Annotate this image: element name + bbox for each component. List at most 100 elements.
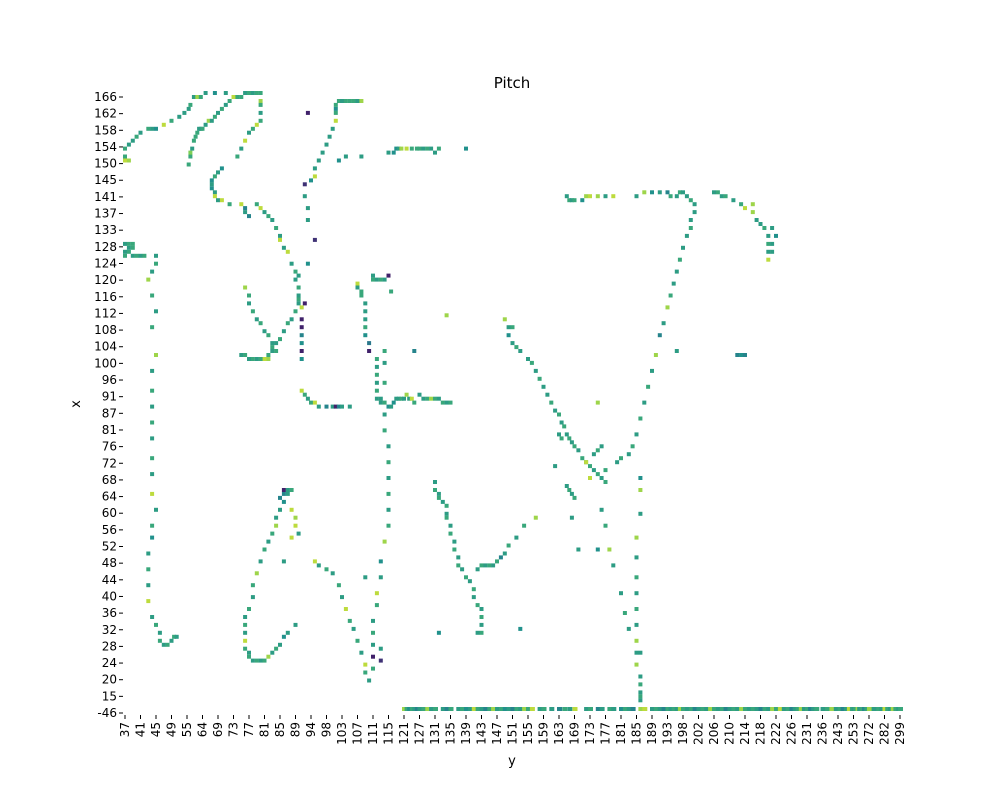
heatmap-cell: [688, 218, 693, 222]
heatmap-cell: [333, 118, 338, 123]
heatmap-cell: [588, 476, 592, 480]
heatmap-cell: [212, 91, 217, 95]
heatmap-cell: [243, 353, 248, 357]
heatmap-cell-baseline: [414, 707, 420, 711]
x-tick-label: 189: [645, 722, 659, 745]
heatmap-cell: [367, 349, 372, 353]
heatmap-cell: [312, 237, 317, 242]
heatmap-cell: [371, 666, 375, 671]
heatmap-cell: [665, 190, 670, 195]
y-tick-label: -46: [97, 706, 117, 720]
heatmap-cell-baseline: [619, 707, 624, 711]
heatmap-cell: [567, 436, 572, 441]
heatmap-cell: [254, 658, 259, 663]
heatmap-cell: [258, 118, 263, 123]
heatmap-cell: [572, 198, 577, 203]
heatmap-cell: [359, 99, 364, 103]
heatmap-cell: [378, 396, 383, 401]
heatmap-cell-baseline: [674, 707, 680, 711]
y-tick-label: 100: [94, 356, 117, 370]
heatmap-cell: [262, 357, 267, 361]
heatmap-cell: [382, 412, 387, 417]
heatmap-cell-baseline: [890, 707, 896, 711]
heatmap-cell: [425, 396, 430, 401]
heatmap-cell: [266, 333, 271, 338]
y-tick-label: 137: [94, 207, 117, 221]
heatmap-cell: [557, 432, 561, 437]
x-tick-label: 181: [614, 722, 628, 745]
heatmap-cell: [559, 436, 564, 441]
heatmap-cell: [239, 146, 244, 151]
y-tick-label: 166: [94, 90, 117, 104]
heatmap-cell: [433, 488, 437, 492]
heatmap-cell: [674, 349, 679, 353]
heatmap-cell: [766, 257, 771, 262]
heatmap-cell: [296, 531, 301, 536]
heatmap-cell: [146, 567, 151, 572]
x-tick-label: 41: [134, 722, 148, 737]
x-tick-label: 272: [862, 722, 876, 745]
heatmap-cell: [299, 357, 304, 361]
heatmap-cell: [436, 491, 441, 496]
heatmap-cell-baseline: [471, 707, 477, 711]
heatmap-cell: [386, 444, 391, 449]
heatmap-cell: [634, 622, 639, 627]
heatmap-cell: [386, 523, 391, 528]
y-tick-label: 32: [102, 623, 117, 637]
heatmap-cell: [250, 126, 255, 131]
heatmap-cell: [653, 353, 658, 357]
heatmap-cell: [448, 400, 453, 405]
heatmap-cell: [677, 257, 682, 262]
heatmap-cell-baseline: [537, 707, 543, 711]
heatmap-cell: [382, 380, 387, 385]
heatmap-cell: [299, 333, 304, 338]
heatmap-cell: [456, 555, 461, 560]
heatmap-cell: [243, 646, 248, 651]
y-tick-label: 108: [94, 323, 117, 337]
heatmap-cell: [235, 154, 240, 159]
heatmap-cell: [770, 241, 775, 246]
heatmap-cell: [293, 277, 298, 282]
heatmap-cell: [391, 400, 396, 405]
heatmap-cell: [130, 138, 135, 143]
heatmap-cell-baseline: [731, 707, 737, 711]
heatmap-cell: [324, 404, 329, 409]
y-tick-label: 44: [102, 573, 117, 587]
heatmap-cell: [262, 329, 267, 334]
heatmap-cell: [154, 309, 158, 314]
heatmap-cell: [603, 194, 608, 199]
heatmap-cell: [562, 424, 567, 429]
x-tick-label: 222: [769, 722, 783, 745]
heatmap-cell: [243, 630, 248, 635]
heatmap-cell: [595, 472, 600, 477]
heatmap-cell-baseline: [893, 707, 899, 711]
heatmap-cell: [634, 535, 639, 540]
heatmap-cell: [274, 523, 279, 528]
heatmap-cell: [289, 535, 294, 540]
heatmap-cell: [351, 626, 356, 631]
heatmap-cell: [309, 400, 313, 405]
heatmap-cell: [247, 293, 251, 298]
heatmap-cell: [433, 150, 437, 155]
heatmap-cell-baseline: [506, 707, 512, 711]
y-tick-label: 56: [102, 523, 117, 537]
heatmap-cell: [333, 102, 338, 107]
heatmap-cell-baseline: [526, 707, 531, 711]
heatmap-cell: [452, 547, 457, 552]
heatmap-cell: [681, 190, 685, 195]
heatmap-cell: [188, 102, 193, 107]
heatmap-cell-baseline: [727, 707, 733, 711]
heatmap-cell: [333, 404, 338, 409]
y-axis-title: x: [69, 400, 84, 408]
heatmap-cell: [363, 662, 368, 667]
heatmap-cell: [479, 622, 484, 627]
heatmap-cell: [126, 241, 131, 246]
heatmap-cell: [603, 480, 608, 484]
heatmap-cell: [591, 468, 596, 473]
heatmap-cell: [634, 575, 639, 580]
heatmap-cell: [270, 218, 275, 222]
heatmap-cell: [382, 349, 387, 353]
heatmap-cell: [134, 134, 139, 139]
heatmap-cell-baseline: [824, 707, 830, 711]
heatmap-cell: [657, 190, 662, 195]
